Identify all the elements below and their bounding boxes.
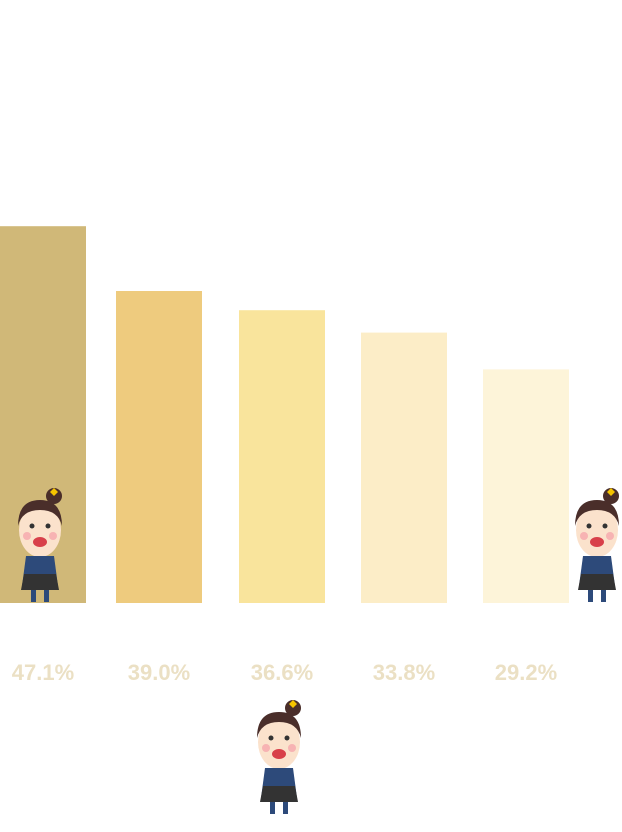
bars: [0, 226, 569, 603]
value-label: 33.8%: [373, 660, 435, 685]
bar: [483, 369, 569, 603]
value-label: 29.2%: [495, 660, 557, 685]
value-label: 36.6%: [251, 660, 313, 685]
bar: [239, 310, 325, 603]
value-label: 39.0%: [128, 660, 190, 685]
bar: [116, 291, 202, 603]
value-label: 47.1%: [12, 660, 74, 685]
character: [257, 700, 301, 814]
bar: [361, 332, 447, 603]
character: [575, 488, 619, 602]
